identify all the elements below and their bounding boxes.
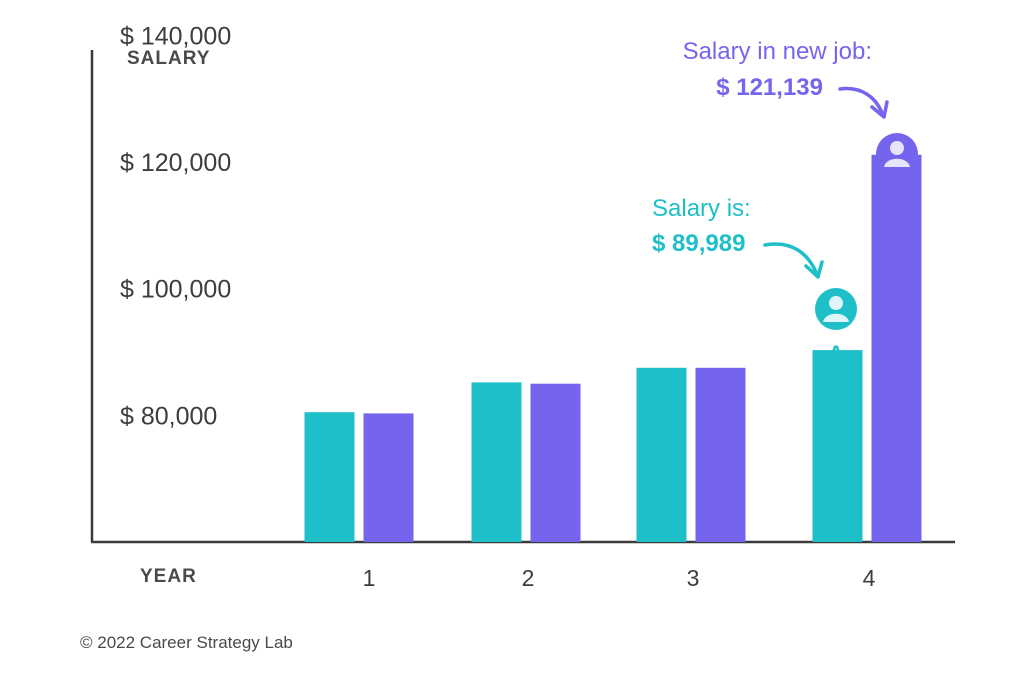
bar-series2-year-4 (871, 154, 922, 543)
annotation-a-line2: $ 89,989 (652, 230, 745, 257)
bar-series2-year-3 (695, 367, 746, 542)
marker-a-label: A (828, 342, 843, 365)
bar-series1-year-1 (304, 412, 355, 542)
x-tick-label: 1 (363, 565, 376, 591)
bar-series2-year-1 (363, 413, 414, 542)
annotation-b-line2: $ 121,139 (716, 74, 823, 101)
bar-series2-year-2 (530, 383, 581, 542)
annotation-a-line1: Salary is: (652, 195, 751, 222)
bar-series1-year-2 (471, 382, 522, 542)
arrow-b (838, 86, 884, 115)
x-axis-title: YEAR (140, 566, 197, 587)
annotation-a: Salary is: $ 89,989 A (652, 195, 857, 365)
x-tick-label: 3 (687, 565, 700, 591)
annotation-b-line1: Salary in new job: (683, 38, 872, 65)
y-tick-label: $ 100,000 (120, 276, 231, 304)
bar-series1-year-4 (812, 350, 863, 542)
x-tick-label: 2 (522, 565, 535, 591)
arrow-b-head (870, 100, 889, 119)
copyright-text: © 2022 Career Strategy Lab (80, 633, 293, 652)
user-icon (815, 288, 857, 330)
y-tick-label: $ 140,000 (120, 22, 231, 50)
bar-series1-year-3 (636, 367, 687, 542)
x-tick-label: 4 (863, 565, 876, 591)
annotation-b: Salary in new job: $ 121,139 B (683, 38, 918, 211)
user-icon (876, 133, 918, 175)
y-tick-label: $ 80,000 (120, 402, 217, 430)
arrow-a-head (804, 260, 824, 279)
y-tick-label: $ 120,000 (120, 149, 231, 177)
y-axis-title: SALARY (127, 48, 210, 69)
bars-group (304, 154, 922, 543)
arrow-a (763, 242, 818, 274)
marker-b-label: B (889, 188, 904, 211)
